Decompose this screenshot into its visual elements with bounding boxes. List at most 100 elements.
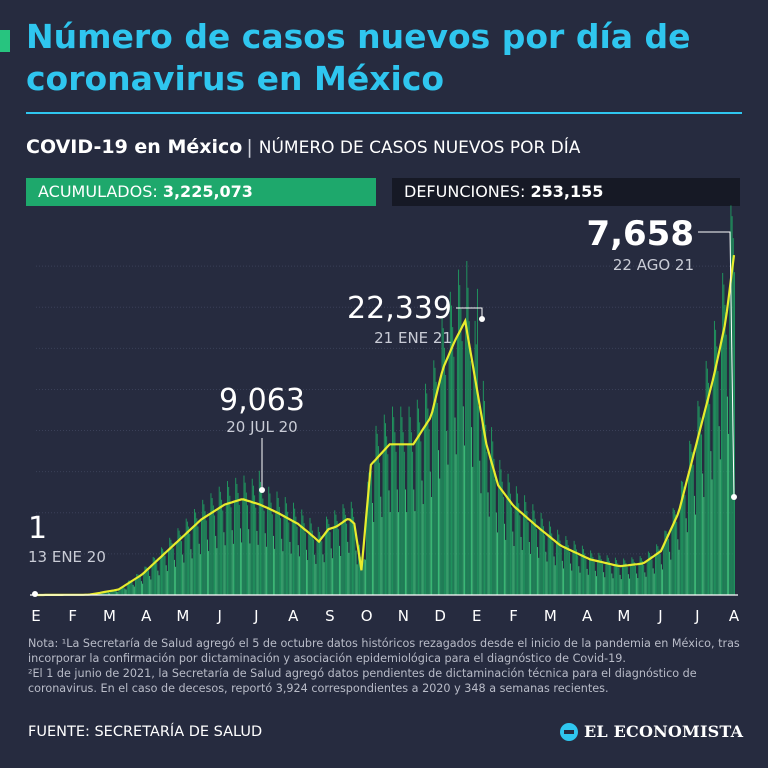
day-bar (401, 417, 403, 595)
day-bar (405, 489, 406, 595)
day-bar (421, 480, 423, 595)
day-bar (100, 593, 102, 595)
day-bar (322, 554, 324, 595)
day-bar (545, 551, 547, 595)
chart-subtitle: COVID-19 en México | NÚMERO DE CASOS NUEVO… (26, 136, 580, 158)
day-bar (521, 549, 523, 595)
day-bar (580, 554, 582, 595)
day-bar (514, 506, 516, 595)
day-bar (427, 408, 429, 595)
day-bar (604, 577, 606, 595)
day-bar (126, 584, 128, 595)
day-bar (328, 523, 330, 595)
day-bar (597, 561, 599, 595)
day-bar (550, 526, 552, 595)
day-bar (574, 544, 576, 595)
day-bar (462, 406, 464, 595)
day-bar (557, 529, 559, 595)
annotation-value: 7,658 (586, 214, 694, 254)
day-bar (518, 503, 520, 595)
day-bar (627, 574, 629, 595)
day-bar (585, 559, 587, 595)
el-economista-logo-icon (560, 722, 578, 741)
day-bar (566, 540, 568, 595)
day-bar (150, 579, 152, 595)
day-bar (376, 433, 378, 595)
day-bar (162, 548, 164, 595)
day-bar (664, 530, 666, 595)
day-bar (199, 554, 201, 595)
day-bar (438, 450, 439, 595)
day-bar (704, 412, 706, 595)
day-bar (369, 468, 371, 595)
day-bar (412, 451, 414, 595)
month-tick-label: F (68, 607, 77, 625)
day-bar (157, 570, 159, 595)
day-bar (336, 521, 338, 595)
title-divider (26, 112, 742, 114)
day-bar (686, 532, 688, 595)
day-bar (535, 528, 537, 595)
day-bar (110, 590, 112, 595)
day-bar (429, 471, 431, 595)
day-bar (256, 530, 258, 595)
day-bar (724, 304, 726, 595)
month-tick-label: J (694, 607, 699, 625)
day-bar (211, 498, 213, 595)
day-bar (537, 547, 539, 595)
day-bar (658, 549, 660, 595)
day-bar (703, 497, 705, 595)
day-bar (734, 272, 735, 595)
day-bar (515, 486, 517, 595)
day-bar (609, 561, 610, 595)
day-bar (321, 541, 323, 595)
day-bar (548, 521, 550, 595)
annotation-leader (698, 231, 735, 498)
day-bar (456, 336, 458, 595)
day-bar (460, 308, 462, 595)
day-bar (605, 562, 607, 595)
day-bar (195, 512, 197, 595)
day-bar (342, 504, 344, 595)
day-bar (120, 586, 122, 595)
day-bar (241, 542, 243, 595)
day-bar (613, 564, 615, 595)
day-bar (638, 564, 640, 595)
day-bar (423, 427, 425, 595)
day-bar (610, 565, 612, 595)
day-bar (660, 564, 662, 595)
day-bar (127, 580, 129, 595)
brand-logo: EL ECONOMISTA (560, 722, 743, 741)
day-bar (493, 458, 495, 595)
day-bar (632, 559, 634, 595)
day-bar (626, 566, 628, 595)
day-bar (649, 552, 651, 595)
day-bar (551, 533, 553, 595)
day-bar (139, 576, 141, 595)
day-bar (168, 550, 169, 595)
day-bar (397, 512, 399, 595)
day-bar (274, 548, 276, 595)
day-bar (227, 481, 228, 595)
day-bar (685, 518, 687, 595)
day-bar (362, 559, 364, 595)
day-bar (593, 561, 595, 595)
day-bar (553, 556, 555, 595)
day-bar (696, 444, 698, 595)
day-bar (563, 568, 564, 595)
day-bar (245, 492, 247, 595)
day-bar (262, 498, 264, 595)
day-bar (494, 479, 496, 595)
day-bar (124, 588, 126, 595)
day-bar (631, 557, 633, 595)
day-bar (176, 542, 178, 595)
day-bar (672, 508, 674, 595)
day-bar (284, 497, 286, 595)
day-bar (308, 532, 310, 595)
day-bar (428, 429, 430, 595)
day-bar (149, 576, 151, 595)
day-bar (231, 530, 233, 595)
day-bar (316, 539, 318, 595)
annotation-dot (731, 494, 737, 500)
